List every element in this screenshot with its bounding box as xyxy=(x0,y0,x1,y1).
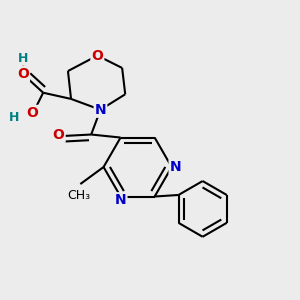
Text: O: O xyxy=(53,128,64,142)
Text: N: N xyxy=(115,193,126,207)
Text: H: H xyxy=(9,111,19,124)
Text: N: N xyxy=(169,160,181,174)
Text: N: N xyxy=(95,103,106,117)
Text: CH₃: CH₃ xyxy=(67,189,90,202)
Text: O: O xyxy=(26,106,38,120)
Text: H: H xyxy=(18,52,28,65)
Text: O: O xyxy=(92,49,103,63)
Text: O: O xyxy=(17,67,29,81)
